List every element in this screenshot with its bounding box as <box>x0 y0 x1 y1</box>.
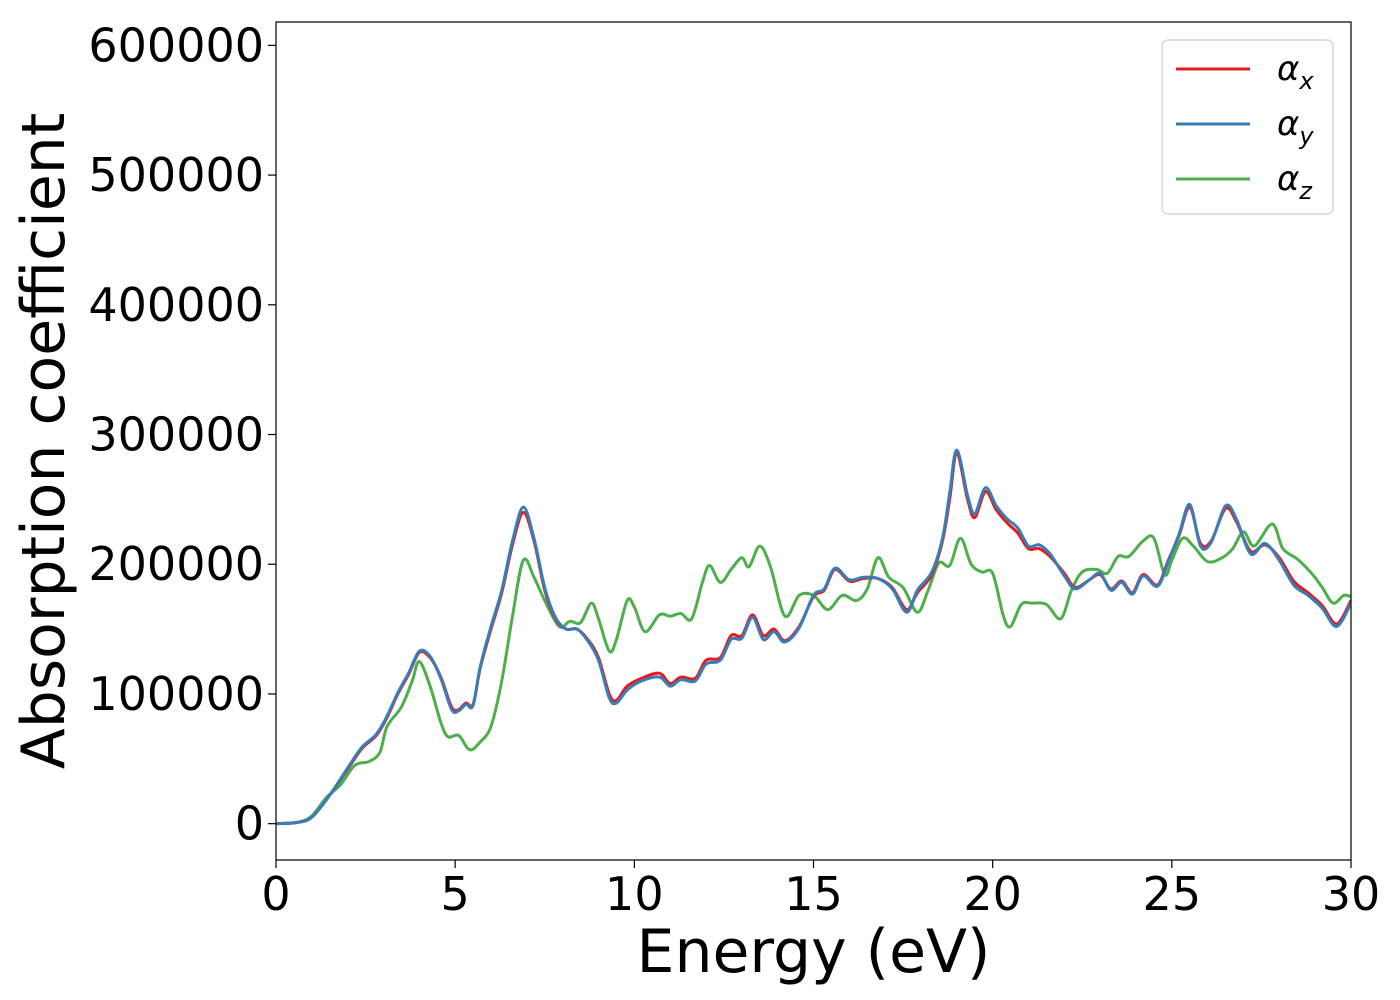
x-tick-label: 15 <box>784 867 843 921</box>
y-tick-label: 200000 <box>88 537 264 591</box>
x-axis-title: Energy (eV) <box>637 917 991 987</box>
y-tick-label: 500000 <box>88 148 264 202</box>
legend-label-y: αy <box>1277 104 1314 150</box>
legend: αx αy αz <box>1161 39 1334 215</box>
y-axis-title: Absorption coefficient <box>9 113 79 770</box>
x-tick-label: 0 <box>261 867 290 921</box>
x-axis: 0 5 10 15 20 25 30 <box>261 860 1380 921</box>
y-tick-label: 0 <box>235 797 264 851</box>
series-layer <box>276 448 1351 826</box>
y-tick-label: 300000 <box>88 408 264 462</box>
y-axis: 0 100000 200000 300000 400000 500000 600000 <box>88 18 276 851</box>
x-tick-label: 20 <box>963 867 1022 921</box>
x-tick-label: 30 <box>1322 867 1381 921</box>
y-tick-label: 400000 <box>88 278 264 332</box>
x-tick-label: 10 <box>605 867 664 921</box>
y-tick-label: 600000 <box>88 18 264 72</box>
legend-box <box>1161 39 1334 215</box>
series-line-z <box>276 522 1351 826</box>
x-tick-label: 5 <box>441 867 470 921</box>
series-line-y <box>276 448 1351 826</box>
y-tick-label: 100000 <box>88 667 264 721</box>
legend-label-z: αz <box>1277 159 1313 205</box>
legend-label-x: αx <box>1277 49 1314 95</box>
x-tick-label: 25 <box>1143 867 1202 921</box>
